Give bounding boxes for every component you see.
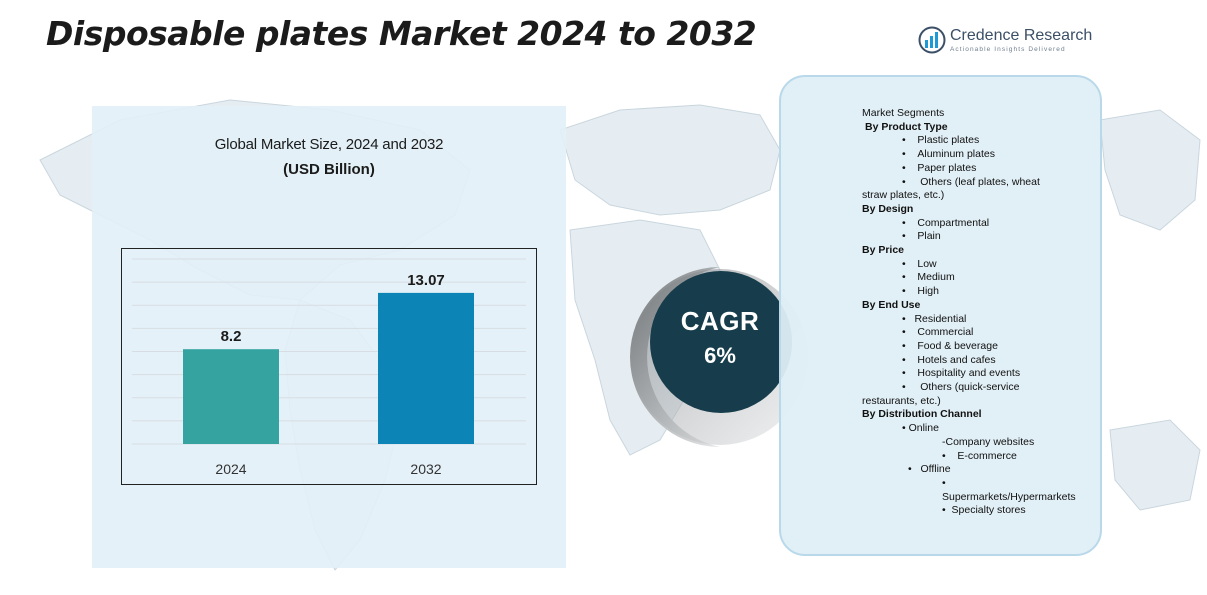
market-segments-list: Market Segments By Product Type • Plasti… [862, 107, 1092, 518]
bar-chart-logo-icon [918, 26, 946, 54]
market-segments-panel: Market Segments By Product Type • Plasti… [779, 75, 1102, 556]
segment-design: By Design [862, 202, 914, 215]
list-item: • Offline [908, 463, 951, 476]
list-item: • Commercial [902, 326, 974, 339]
segment-end-use: By End Use [862, 298, 921, 311]
data-label-2024: 8.2 [221, 328, 242, 345]
plot-area: 8.2 2024 13.07 2032 [121, 248, 537, 485]
x-tick-label-2024: 2024 [215, 461, 246, 477]
list-item: • Specialty stores [942, 504, 1026, 517]
list-item: Supermarkets/Hypermarkets [942, 490, 1076, 503]
list-item: • Others (quick-service [902, 381, 1020, 394]
company-logo: Credence Research Actionable Insights De… [918, 26, 1108, 58]
list-item: • High [902, 285, 939, 298]
bar-chart: 8.2 2024 13.07 2032 [132, 258, 526, 477]
list-item: • Paper plates [902, 161, 977, 174]
list-item: • Plain [902, 230, 941, 243]
list-item: • Low [902, 257, 937, 270]
chart-panel: Global Market Size, 2024 and 2032 (USD B… [92, 106, 566, 568]
list-item-continued: restaurants, etc.) [862, 394, 941, 407]
segment-price: By Price [862, 244, 905, 257]
list-item: • Compartmental [902, 216, 990, 229]
list-item: • Medium [902, 271, 955, 284]
list-item: • Aluminum plates [902, 148, 995, 161]
segment-distribution-channel: By Distribution Channel [862, 408, 982, 421]
x-tick-label-2032: 2032 [410, 461, 441, 477]
list-item: • Others (leaf plates, wheat [902, 175, 1040, 188]
cagr-circle [650, 271, 792, 413]
segment-product-type: By Product Type [865, 120, 948, 133]
list-item: • Hotels and cafes [902, 353, 996, 366]
list-item: • Plastic plates [902, 134, 980, 147]
list-item: -Company websites [942, 435, 1035, 448]
chart-subtitle: (USD Billion) [283, 161, 375, 178]
cagr-value: 6% [704, 343, 736, 368]
list-item: • E-commerce [942, 449, 1017, 462]
list-item: • Food & beverage [902, 339, 998, 352]
chart-title: Global Market Size, 2024 and 2032 [214, 136, 444, 153]
list-item: • Hospitality and events [902, 367, 1021, 380]
list-item-bullet: • [942, 476, 946, 489]
data-label-2032: 13.07 [407, 272, 445, 289]
logo-tagline: Actionable Insights Delivered [950, 46, 1066, 53]
segments-heading: Market Segments [862, 107, 945, 119]
cagr-badge [630, 267, 808, 447]
list-item-continued: straw plates, etc.) [862, 189, 945, 202]
bar-2024 [183, 349, 279, 444]
page-title: Disposable plates Market 2024 to 2032 [46, 14, 757, 53]
logo-name: Credence Research [950, 27, 1093, 44]
list-item: • Online [902, 422, 939, 435]
bar-2032 [378, 292, 474, 444]
cagr-label: CAGR [680, 306, 760, 336]
list-item: • Residential [902, 312, 967, 325]
